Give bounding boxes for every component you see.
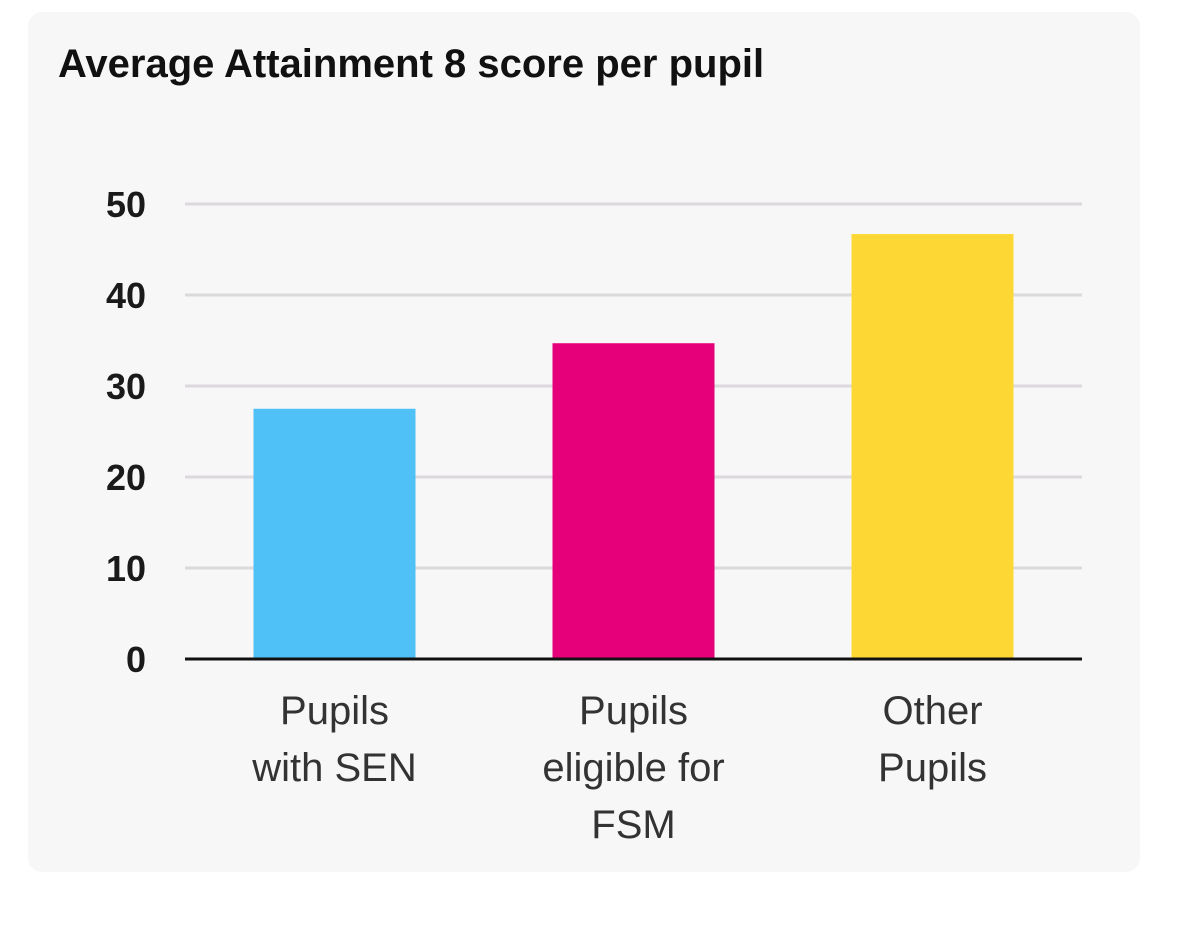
bar-chart: 0 10 20 30 40 50 Pupils with SEN Pupils eligible…	[106, 184, 1082, 847]
y-tick-label: 50	[106, 184, 146, 225]
y-tick-label: 0	[126, 639, 146, 680]
bars	[253, 234, 1014, 659]
category-labels: Pupils with SEN Pupils eligible for FSM Other…	[251, 689, 987, 847]
bar-1	[253, 408, 416, 659]
y-tick-label: 40	[106, 275, 146, 316]
bar-2	[552, 343, 715, 659]
chart-title: Average Attainment 8 score per pupil	[58, 42, 765, 86]
y-tick-labels: 0 10 20 30 40 50	[106, 184, 146, 680]
category-label: Other Pupils	[878, 689, 987, 790]
category-label: Pupils eligible for FSM	[542, 689, 724, 847]
category-label: Pupils with SEN	[251, 689, 417, 790]
bar-3	[851, 234, 1014, 659]
y-tick-label: 30	[106, 366, 146, 407]
y-tick-label: 10	[106, 548, 146, 589]
chart-card: Average Attainment 8 score per pupil 0 10…	[28, 12, 1140, 872]
y-tick-label: 20	[106, 457, 146, 498]
